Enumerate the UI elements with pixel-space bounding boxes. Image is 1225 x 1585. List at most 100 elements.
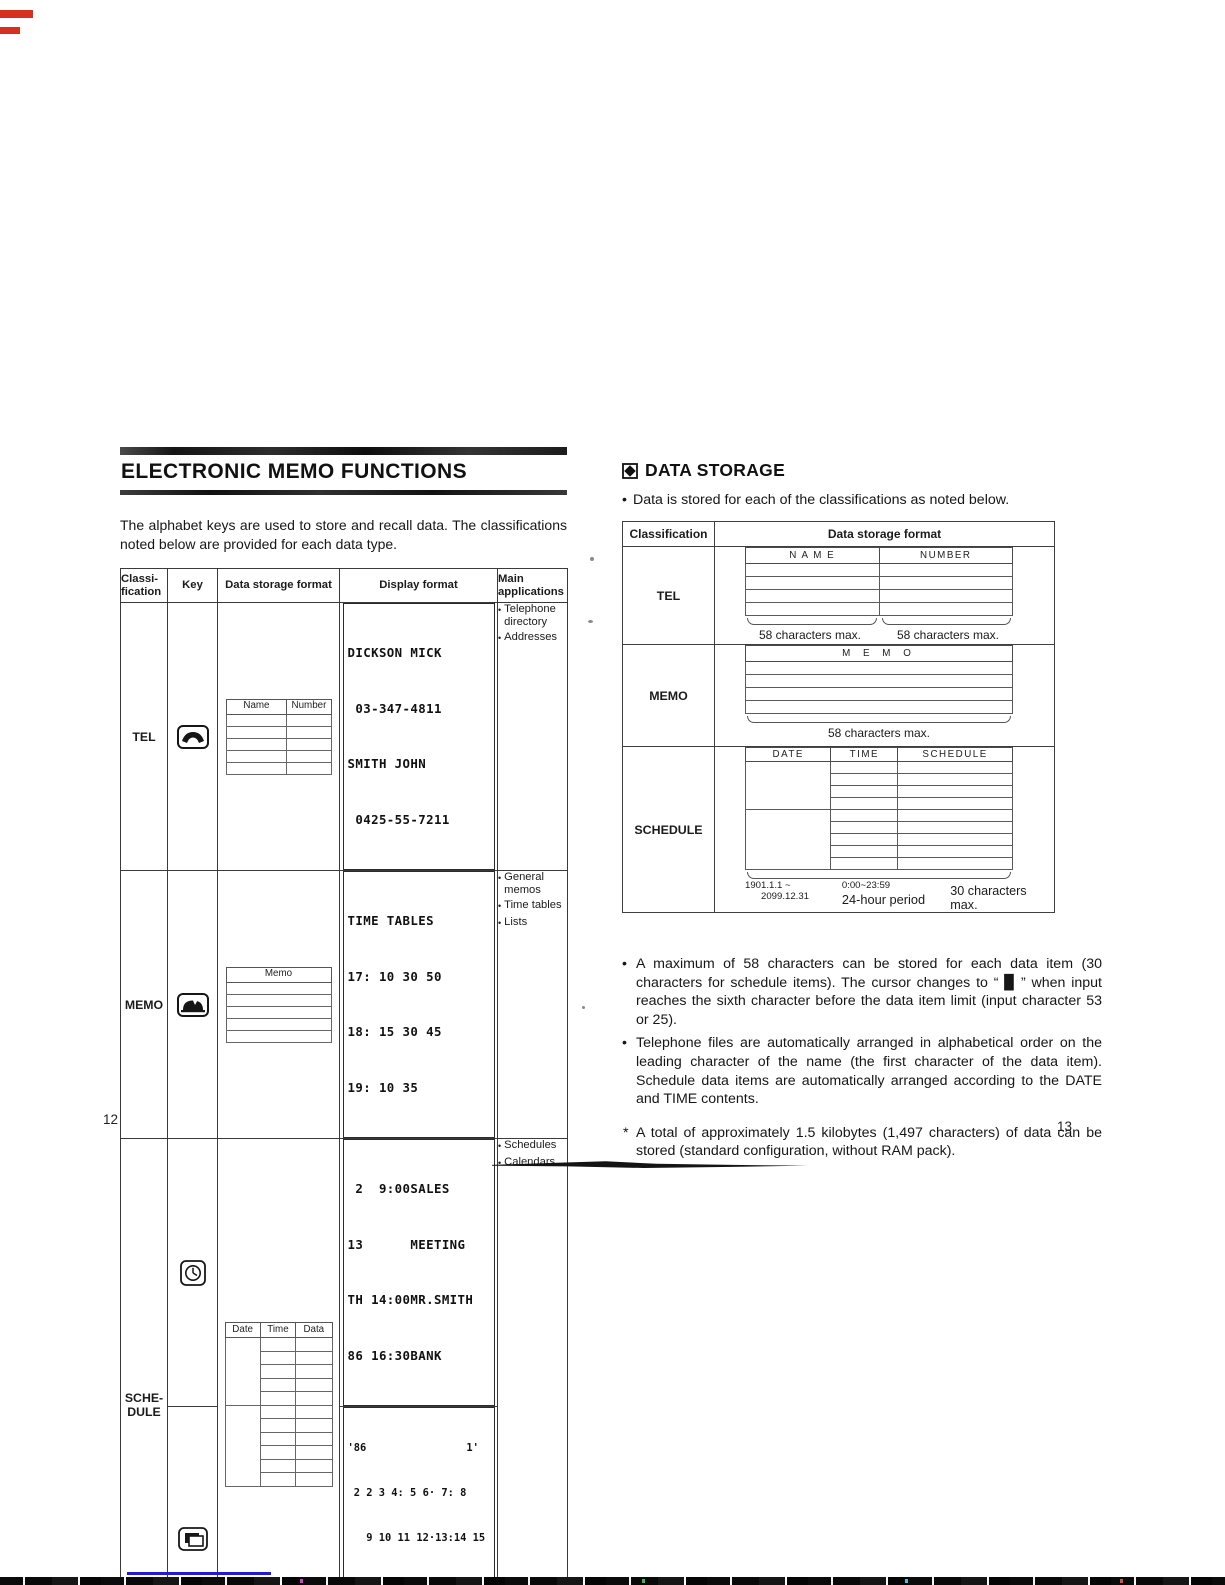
schedule-storage-header-date: Date xyxy=(224,1322,261,1339)
left-page: ELECTRONIC MEMO FUNCTIONS The alphabet k… xyxy=(120,440,568,1585)
schedule-header-time: TIME xyxy=(830,747,899,762)
scan-artifact-red-dash xyxy=(0,10,33,18)
application-text: Schedules xyxy=(504,1139,557,1151)
lcd-line: 18: 15 30 45 xyxy=(347,1024,442,1039)
application-item: • Lists xyxy=(498,916,567,930)
time-range-line: 0:00~23:59 xyxy=(841,880,891,891)
note-text: A maximum of 58 characters can be stored… xyxy=(636,956,1102,1028)
display-format-cell: DICKSON MICK 03-347-4811 SMITH JOHN 0425… xyxy=(339,602,498,871)
application-item: • Addresses xyxy=(498,631,567,645)
date-range-line: 1901.1.1 ~ xyxy=(745,880,791,891)
table-header-row: Classi- fication Key Data storage format… xyxy=(120,568,568,603)
intro-paragraph: The alphabet keys are used to store and … xyxy=(120,517,567,552)
classification-table: Classi- fication Key Data storage format… xyxy=(120,568,568,1585)
lcd-line: 17: 10 30 50 xyxy=(347,968,442,984)
application-text: Lists xyxy=(504,915,528,928)
applications-cell: • Telephone directory • Addresses xyxy=(497,602,568,871)
memo-header: M E M O xyxy=(745,645,1013,662)
title-rule-bottom xyxy=(120,490,567,495)
storage-format-cell: Date Time Data xyxy=(217,1138,340,1585)
application-item: • Time tables xyxy=(498,899,567,913)
underbrace xyxy=(747,872,1011,879)
section-header: DATA STORAGE xyxy=(622,460,1102,481)
storage-row-tel: TEL N A M E NUMBER 58 characters max. 58 … xyxy=(622,546,1055,645)
lcd-line: 0425-55-7211 xyxy=(347,811,450,827)
lcd-line: DICKSON MICK xyxy=(347,645,442,660)
scan-speck xyxy=(582,1006,585,1009)
classification-label-schedule: SCHE- DULE xyxy=(120,1138,168,1585)
lcd-line: 19: 10 35 xyxy=(347,1079,419,1095)
memo-storage-header: Memo xyxy=(225,966,332,983)
col-header-storage: Data storage format xyxy=(217,568,340,603)
classification-label-schedule: SCHEDULE xyxy=(622,746,715,913)
lcd-line: 86 16:30BANK xyxy=(347,1347,442,1363)
limit-note: 30 characters max. xyxy=(950,884,1027,912)
scan-speck xyxy=(642,1579,645,1583)
time-range-note: 0:00~23:59 24-hour period xyxy=(842,881,950,912)
schedule-format-table: DATE TIME SCHEDULE xyxy=(744,747,1013,870)
right-page: DATA STORAGE • Data is stored for each o… xyxy=(622,455,1102,1161)
application-text: General memos xyxy=(504,871,544,896)
tel-header-name: N A M E xyxy=(745,547,880,564)
application-item: • Schedules xyxy=(498,1139,567,1153)
intro-text: Data is stored for each of the classific… xyxy=(632,492,1010,508)
table-row-tel: TEL Name Number DICKSON M xyxy=(120,602,568,871)
lcd-line: TH 14:00MR.SMITH xyxy=(347,1292,474,1307)
classification-label-tel: TEL xyxy=(120,602,168,871)
bullet-glyph: • xyxy=(498,873,502,883)
note-bullet: • A maximum of 58 characters can be stor… xyxy=(622,955,1102,1029)
time-range-line: 24-hour period xyxy=(841,892,926,907)
table-header-row: Classification Data storage format xyxy=(622,521,1055,547)
storage-format-cell: Memo xyxy=(217,870,340,1139)
limit-note: 58 characters max. xyxy=(758,628,862,642)
bullet-glyph: • xyxy=(498,605,502,615)
scan-speck xyxy=(905,1579,908,1583)
memo-key-icon xyxy=(176,992,209,1017)
classification-label-memo: MEMO xyxy=(120,870,168,1139)
bullet-glyph: • xyxy=(498,901,502,911)
bullet-glyph: • xyxy=(498,917,502,928)
scan-artifact-bottom-edge xyxy=(0,1577,1225,1585)
key-cell xyxy=(167,602,218,871)
note-bullet: • Telephone files are automatically arra… xyxy=(622,1034,1102,1108)
footnote-marker: * xyxy=(623,1124,629,1141)
limit-notes: 58 characters max. 58 characters max. xyxy=(741,628,1054,642)
clock-key-icon xyxy=(179,1259,206,1286)
memo-storage-table: Memo xyxy=(225,966,332,1043)
application-item: • Calendars xyxy=(498,1156,567,1170)
footnote: * A total of approximately 1.5 kilobytes… xyxy=(622,1124,1102,1161)
lcd-display-memo: TIME TABLES 17: 10 30 50 18: 15 30 45 19… xyxy=(342,871,495,1138)
col-header-classification: Classi- fication xyxy=(120,568,168,603)
bullet-glyph: • xyxy=(622,492,627,508)
tel-storage-header-number: Number xyxy=(286,698,332,715)
scan-speck xyxy=(590,557,594,561)
data-storage-table: Classification Data storage format TEL N… xyxy=(622,521,1055,913)
underbrace xyxy=(747,618,877,625)
page-number-left: 12 xyxy=(103,1112,119,1127)
note-text: Telephone files are automatically arrang… xyxy=(636,1035,1102,1108)
col-header-classification: Classification xyxy=(622,521,715,547)
col-header-applications: Main applications xyxy=(497,568,568,603)
applications-cell: • Schedules • Calendars xyxy=(497,1138,568,1585)
tel-header-number: NUMBER xyxy=(878,547,1013,564)
application-text: Addresses xyxy=(504,631,558,643)
storage-content-tel: N A M E NUMBER 58 characters max. 58 char… xyxy=(714,546,1055,645)
limit-notes: 1901.1.1 ~ 2099.12.31 0:00~23:59 24-hour… xyxy=(741,880,1054,912)
tel-storage-table: Name Number xyxy=(225,698,332,775)
lcd-display-calendar: '86 1' 2 2 3 4: 5 6· 7: 8 9 10 11 12·13:… xyxy=(342,1407,495,1585)
scan-speck xyxy=(588,620,593,623)
col-header-storage-format: Data storage format xyxy=(714,521,1055,547)
notes-section: • A maximum of 58 characters can be stor… xyxy=(622,955,1102,1161)
storage-row-memo: MEMO M E M O 58 characters max. xyxy=(622,644,1055,747)
key-cell xyxy=(167,870,218,1139)
lcd-line: 2 2 3 4: 5 6· 7: 8 xyxy=(347,1487,467,1499)
tel-format-table: N A M E NUMBER xyxy=(745,547,1013,616)
tel-storage-header-name: Name xyxy=(225,698,288,715)
section-title: DATA STORAGE xyxy=(645,460,786,480)
lcd-line: SMITH JOHN xyxy=(347,756,427,771)
storage-row-schedule: SCHEDULE DATE TIME SCHEDULE xyxy=(622,746,1055,913)
col-header-display: Display format xyxy=(339,568,498,603)
schedule-storage-header-data: Data xyxy=(295,1322,333,1339)
page-number-right: 13 xyxy=(1057,1119,1073,1134)
